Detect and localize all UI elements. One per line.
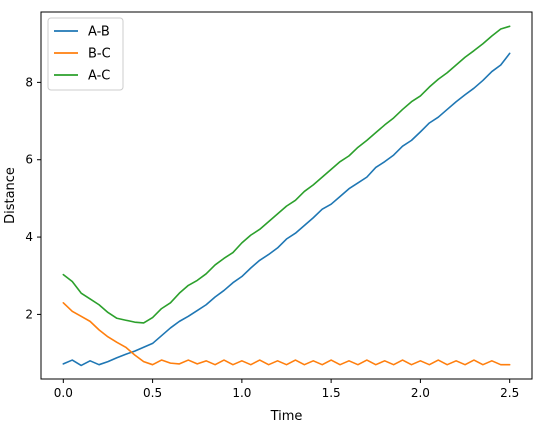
legend-box [47,17,124,91]
series-line-a-b [62,52,511,367]
x-axis-label: Time [270,409,303,424]
y-tick-label: 2 [25,307,33,321]
y-tick-label: 6 [25,153,33,167]
x-tick-label: 1.0 [232,386,251,400]
legend-label: A-B [88,25,110,40]
series-line-a-c [62,25,511,324]
legend-label: A-C [88,69,110,84]
x-tick-label: 2.5 [500,386,519,400]
series-layer [62,25,511,367]
legend-label: B-C [88,47,111,62]
y-tick-label: 4 [25,230,33,244]
y-tick-label: 8 [25,75,33,89]
legend: A-B B-C A-C [47,17,124,91]
x-tick-label: 0.0 [54,386,73,400]
x-tick-label: 2.0 [411,386,430,400]
y-axis-label: Distance [3,167,18,224]
series-line-b-c [62,302,511,366]
axes-layer: 0.0 0.5 1.0 1.5 2.0 2.5 2 4 6 8 [25,11,533,400]
x-tick-label: 1.5 [322,386,341,400]
x-tick-label: 0.5 [143,386,162,400]
axes-frame [40,11,533,380]
